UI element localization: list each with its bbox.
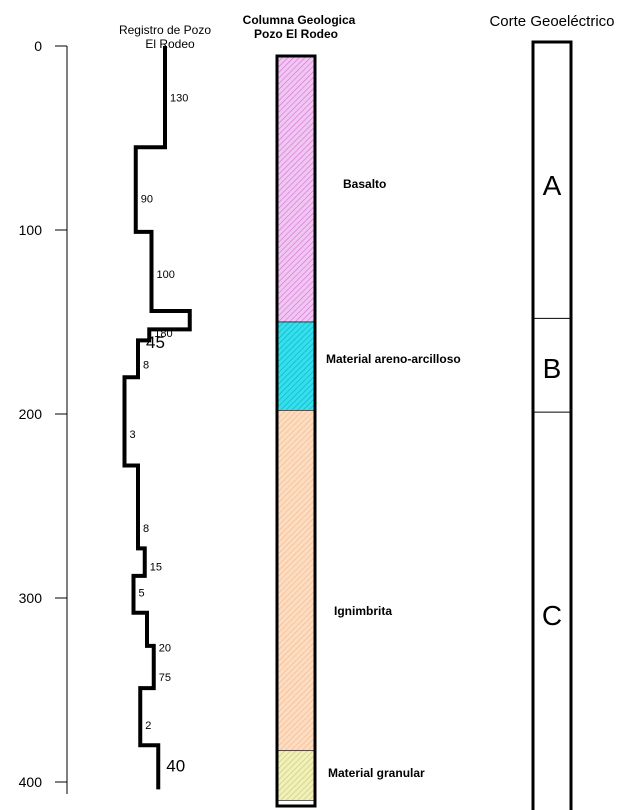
depth-tick-label: 200 — [19, 406, 43, 422]
well-log-title-line2: El Rodeo — [145, 37, 195, 51]
geologic-column-frame — [275, 54, 317, 808]
geoelectric-unit-label: C — [542, 600, 562, 631]
geologic-layer-label: Material granular — [328, 766, 425, 780]
well-log-reading-label: 130 — [170, 93, 188, 105]
well-log-reading-label: 75 — [159, 672, 171, 684]
geoelectric-units: A B C — [533, 170, 571, 631]
well-log-reading-label: 2 — [145, 720, 151, 732]
well-log-reading-label: 8 — [143, 359, 149, 371]
well-log-title-line1: Registro de Pozo — [119, 23, 211, 37]
geologic-column-title-line2: Pozo El Rodeo — [254, 27, 338, 41]
well-log-reading-label: 40 — [166, 756, 185, 775]
geologic-layer-label: Material areno-arcilloso — [326, 352, 461, 366]
depth-axis: 0 100 200 300 400 — [19, 38, 68, 794]
geologic-column-title-line1: Columna Geologica — [243, 13, 356, 27]
geologic-layers — [276, 55, 316, 801]
well-log-reading-label: 5 — [139, 587, 145, 599]
geoelectric-title: Corte Geoeléctrico — [489, 13, 614, 30]
well-log-reading-label: 3 — [130, 429, 136, 441]
well-log-reading-label: 20 — [159, 643, 171, 655]
depth-tick-label: 0 — [34, 38, 42, 54]
depth-tick-label: 300 — [19, 590, 43, 606]
geologic-layer — [276, 750, 316, 801]
geologic-layer-labels: Basalto Material areno-arcilloso Ignimbrit… — [326, 177, 461, 780]
geoelectric-unit-label: A — [543, 170, 562, 201]
well-log-reading-label: 8 — [143, 523, 149, 535]
geoelectric-frame — [531, 40, 573, 810]
well-log-reading-label: 90 — [141, 194, 153, 206]
well-log-curve — [122, 46, 192, 790]
geologic-layer-label: Basalto — [343, 177, 386, 191]
depth-axis-ticks: 0 100 200 300 400 — [19, 38, 67, 790]
geologic-layer — [276, 55, 316, 323]
well-log-reading-label: 100 — [157, 269, 175, 281]
geoelectric-section: Corte Geoeléctrico A B C — [489, 13, 615, 810]
geologic-layer — [276, 321, 316, 411]
well-log-reading-label: 180 — [154, 328, 172, 340]
well-log-reading-label: 45 — [146, 333, 165, 352]
geologic-layer — [276, 410, 316, 752]
geologic-column: Columna Geologica Pozo El Rodeo Basalto M… — [243, 13, 461, 808]
well-log-reading-label: 15 — [150, 562, 162, 574]
depth-tick-label: 400 — [19, 774, 43, 790]
geologic-layer-label: Ignimbrita — [334, 604, 392, 618]
depth-tick-label: 100 — [19, 222, 43, 238]
geoelectric-unit-label: B — [543, 353, 562, 384]
